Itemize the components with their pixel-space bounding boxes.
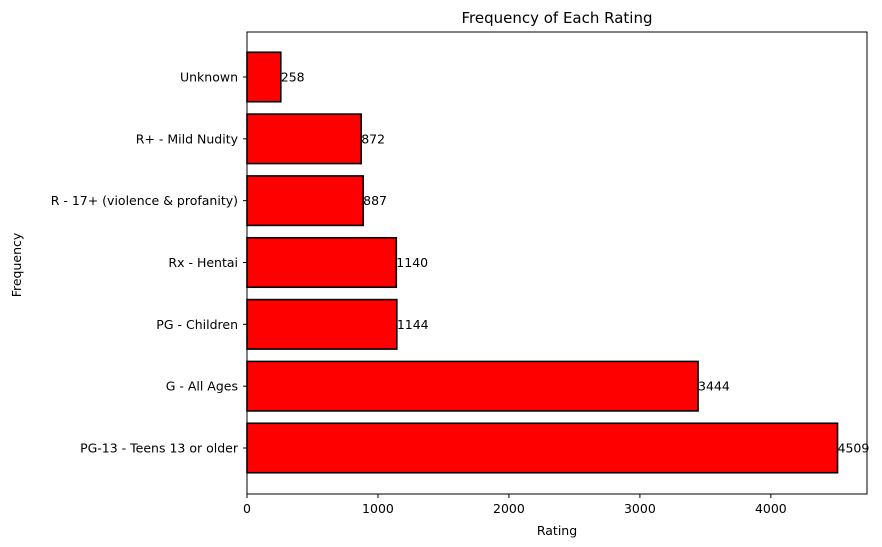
data-label: 872 [361,131,385,146]
y-tick-label: PG-13 - Teens 13 or older [80,441,239,456]
chart-title: Frequency of Each Rating [461,9,652,27]
bar [246,236,398,289]
y-tick-label: R - 17+ (violence & profanity) [51,193,238,208]
x-tick-label: 4000 [755,501,787,516]
bar [246,51,282,103]
plot-frame [246,31,868,495]
x-tick-label: 3000 [624,501,656,516]
bar [246,113,363,165]
x-axis-label: Rating [537,523,577,538]
y-tick-label: PG - Children [156,317,238,332]
y-tick-label: Unknown [180,70,238,85]
bar [246,298,398,350]
x-tick-label: 1000 [362,501,394,516]
bar [246,360,699,412]
bar [246,422,839,474]
y-tick-label: G - All Ages [166,379,238,394]
data-label: 1144 [397,317,429,332]
y-tick-label: Rx - Hentai [168,255,238,270]
x-tick-label: 0 [243,501,251,516]
plot-area: 4509 PG-13 - Teens 13 or older 3444 G - All… [51,51,870,516]
data-label: 3444 [698,379,730,394]
y-tick-label: R+ - Mild Nudity [136,131,239,146]
y-axis-label: Frequency [9,232,24,297]
bar [246,175,364,227]
data-label: 4509 [838,441,870,456]
data-label: 1140 [396,255,428,270]
data-label: 258 [281,70,305,85]
data-label: 887 [363,193,387,208]
x-tick-label: 2000 [493,501,525,516]
